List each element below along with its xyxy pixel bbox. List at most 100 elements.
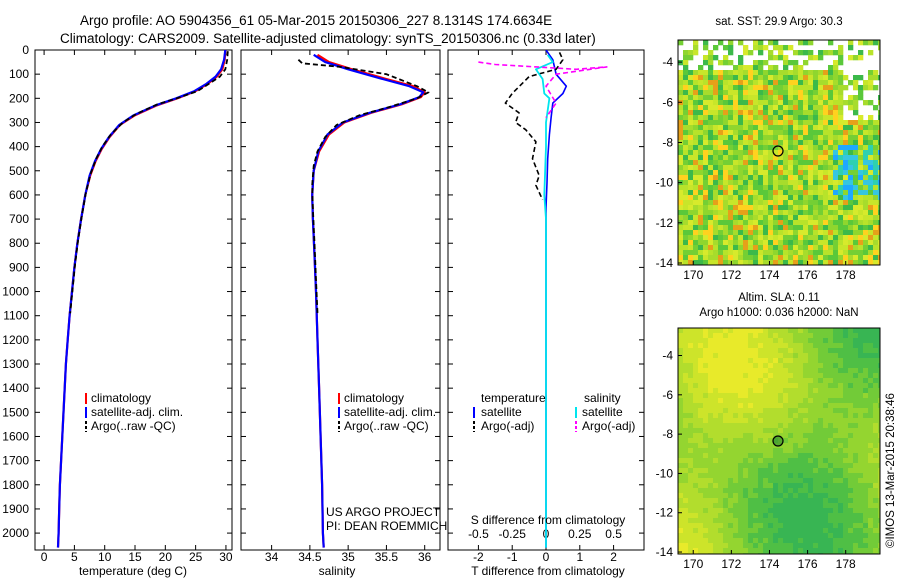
map-cell bbox=[728, 363, 734, 369]
map-cell bbox=[683, 60, 689, 66]
map-cell bbox=[858, 260, 864, 265]
map-cell bbox=[788, 75, 794, 81]
map-cell bbox=[878, 190, 880, 196]
map-cell bbox=[768, 145, 774, 151]
map-cell bbox=[843, 85, 849, 91]
map-cell bbox=[873, 548, 879, 554]
map-cell bbox=[698, 488, 704, 494]
map-cell bbox=[703, 383, 709, 389]
map-cell bbox=[768, 373, 774, 379]
map-cell bbox=[873, 438, 879, 444]
map-cell bbox=[848, 200, 854, 206]
map-cell bbox=[878, 458, 880, 464]
map-cell bbox=[698, 145, 704, 151]
map-cell bbox=[723, 215, 729, 221]
map-cell bbox=[758, 533, 764, 539]
map-cell bbox=[728, 255, 734, 261]
map-cell bbox=[823, 75, 829, 81]
map-cell bbox=[713, 115, 719, 121]
map-cell bbox=[748, 338, 754, 344]
map-cell bbox=[678, 185, 684, 191]
map-cell bbox=[768, 75, 774, 81]
map-cell bbox=[808, 403, 814, 409]
map-cell bbox=[878, 175, 880, 181]
map-cell bbox=[833, 90, 839, 96]
map-cell bbox=[773, 160, 779, 166]
map-cell bbox=[693, 70, 699, 76]
map-cell bbox=[723, 80, 729, 86]
map-cell bbox=[703, 175, 709, 181]
map-cell bbox=[848, 155, 854, 161]
map-cell bbox=[733, 433, 739, 439]
map-cell bbox=[753, 508, 759, 514]
map-cell bbox=[778, 543, 784, 549]
map-cell bbox=[823, 483, 829, 489]
map-cell bbox=[693, 418, 699, 424]
map-cell bbox=[778, 523, 784, 529]
map-cell bbox=[698, 493, 704, 499]
map-cell bbox=[823, 190, 829, 196]
map-cell bbox=[863, 130, 869, 136]
map-cell bbox=[743, 348, 749, 354]
map-cell bbox=[803, 235, 809, 241]
map-cell bbox=[718, 140, 724, 146]
map-cell bbox=[688, 105, 694, 111]
map-cell bbox=[703, 443, 709, 449]
map-cell bbox=[793, 428, 799, 434]
map-cell bbox=[808, 373, 814, 379]
map-cell bbox=[718, 70, 724, 76]
map-cell bbox=[798, 458, 804, 464]
map-cell bbox=[728, 443, 734, 449]
y-tick-label: 1200 bbox=[2, 333, 29, 347]
map-cell bbox=[688, 343, 694, 349]
map-cell bbox=[753, 235, 759, 241]
map-cell bbox=[703, 220, 709, 226]
map-cell bbox=[768, 195, 774, 201]
map-cell bbox=[853, 443, 859, 449]
map-cell bbox=[743, 210, 749, 216]
map-cell bbox=[868, 353, 874, 359]
map-cell bbox=[808, 175, 814, 181]
map-cell bbox=[708, 155, 714, 161]
map-cell bbox=[703, 205, 709, 211]
map-cell bbox=[858, 55, 864, 61]
map-cell bbox=[863, 145, 869, 151]
map-cell bbox=[778, 508, 784, 514]
map-cell bbox=[768, 205, 774, 211]
map-cell bbox=[703, 388, 709, 394]
map-cell bbox=[763, 165, 769, 171]
map-cell bbox=[828, 538, 834, 544]
map-cell bbox=[798, 343, 804, 349]
map-cell bbox=[703, 538, 709, 544]
map-cell bbox=[828, 533, 834, 539]
map-cell bbox=[843, 393, 849, 399]
map-cell bbox=[758, 40, 764, 46]
map-cell bbox=[793, 105, 799, 111]
map-cell bbox=[683, 538, 689, 544]
map-cell bbox=[718, 478, 724, 484]
map-cell bbox=[808, 215, 814, 221]
map-cell bbox=[733, 543, 739, 549]
map-cell bbox=[733, 260, 739, 265]
argo-location-marker bbox=[772, 145, 784, 157]
map-cell bbox=[823, 205, 829, 211]
map-cell bbox=[868, 40, 874, 46]
map-cell bbox=[743, 260, 749, 265]
map-cell bbox=[858, 125, 864, 131]
map-cell bbox=[793, 443, 799, 449]
map-cell bbox=[868, 398, 874, 404]
map-cell bbox=[728, 250, 734, 256]
map-cell bbox=[873, 358, 879, 364]
map-cell bbox=[783, 368, 789, 374]
map-cell bbox=[838, 373, 844, 379]
map-cell bbox=[743, 135, 749, 141]
y-tick-label: 2000 bbox=[2, 526, 29, 540]
map-cell bbox=[788, 100, 794, 106]
map-cell bbox=[833, 498, 839, 504]
map-cell bbox=[783, 533, 789, 539]
map-cell bbox=[808, 428, 814, 434]
map-cell bbox=[693, 433, 699, 439]
map-cell bbox=[828, 368, 834, 374]
map-cell bbox=[798, 165, 804, 171]
map-cell bbox=[823, 180, 829, 186]
